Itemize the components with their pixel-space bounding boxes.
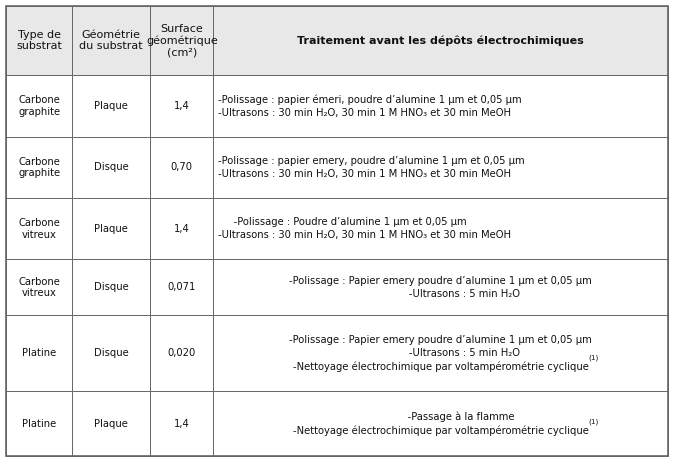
- Text: 0,071: 0,071: [168, 282, 196, 292]
- Text: -Ultrasons : 5 min H₂O: -Ultrasons : 5 min H₂O: [362, 289, 520, 299]
- Text: Disque: Disque: [94, 348, 129, 358]
- Bar: [150, 137, 213, 198]
- Text: Carbone
graphite: Carbone graphite: [18, 95, 60, 117]
- Bar: [6, 75, 72, 137]
- Bar: [72, 315, 150, 391]
- Text: Géométrie
du substrat: Géométrie du substrat: [80, 30, 143, 51]
- Bar: [213, 391, 668, 456]
- Text: -Ultrasons : 5 min H₂O: -Ultrasons : 5 min H₂O: [362, 348, 520, 358]
- Text: Carbone
graphite: Carbone graphite: [18, 157, 60, 178]
- Text: 0,020: 0,020: [168, 348, 196, 358]
- Bar: [213, 75, 668, 137]
- Text: -Nettoyage électrochimique par voltampérométrie cyclique: -Nettoyage électrochimique par voltampér…: [293, 361, 588, 372]
- Text: Disque: Disque: [94, 162, 129, 172]
- Text: 1,4: 1,4: [174, 101, 189, 111]
- Text: Disque: Disque: [94, 282, 129, 292]
- Bar: [72, 260, 150, 315]
- Bar: [150, 391, 213, 456]
- Text: -Polissage : Papier emery poudre d’alumine 1 μm et 0,05 μm: -Polissage : Papier emery poudre d’alumi…: [289, 335, 592, 345]
- Bar: [72, 391, 150, 456]
- Text: Type de
substrat: Type de substrat: [16, 30, 62, 51]
- Text: -Ultrasons : 30 min H₂O, 30 min 1 M HNO₃ et 30 min MeOH: -Ultrasons : 30 min H₂O, 30 min 1 M HNO₃…: [218, 169, 511, 179]
- Text: 0,70: 0,70: [171, 162, 193, 172]
- Text: -Ultrasons : 30 min H₂O, 30 min 1 M HNO₃ et 30 min MeOH: -Ultrasons : 30 min H₂O, 30 min 1 M HNO₃…: [218, 231, 511, 240]
- Text: -Polissage : Papier emery poudre d’alumine 1 μm et 0,05 μm: -Polissage : Papier emery poudre d’alumi…: [289, 276, 592, 286]
- Text: Surface
géométrique
(cm²): Surface géométrique (cm²): [146, 24, 218, 57]
- Bar: [6, 260, 72, 315]
- Bar: [150, 198, 213, 260]
- Text: Platine: Platine: [22, 419, 56, 429]
- Bar: [6, 198, 72, 260]
- Bar: [150, 6, 213, 75]
- Bar: [213, 137, 668, 198]
- Text: Plaque: Plaque: [94, 419, 128, 429]
- Bar: [6, 137, 72, 198]
- Text: Carbone
vitreux: Carbone vitreux: [18, 277, 60, 298]
- Bar: [150, 260, 213, 315]
- Bar: [213, 6, 668, 75]
- Bar: [6, 6, 72, 75]
- Text: (1): (1): [588, 419, 599, 425]
- Bar: [6, 315, 72, 391]
- Text: -Polissage : papier emery, poudre d’alumine 1 μm et 0,05 μm: -Polissage : papier emery, poudre d’alum…: [218, 156, 525, 166]
- Bar: [72, 6, 150, 75]
- Text: 1,4: 1,4: [174, 419, 189, 429]
- Text: Traitement avant les dépôts électrochimiques: Traitement avant les dépôts électrochimi…: [297, 36, 584, 46]
- Bar: [72, 75, 150, 137]
- Text: Plaque: Plaque: [94, 101, 128, 111]
- Text: -Ultrasons : 30 min H₂O, 30 min 1 M HNO₃ et 30 min MeOH: -Ultrasons : 30 min H₂O, 30 min 1 M HNO₃…: [218, 108, 511, 118]
- Text: Platine: Platine: [22, 348, 56, 358]
- Bar: [150, 75, 213, 137]
- Bar: [213, 198, 668, 260]
- Text: -Polissage : Poudre d’alumine 1 μm et 0,05 μm: -Polissage : Poudre d’alumine 1 μm et 0,…: [218, 217, 467, 227]
- Text: (1): (1): [588, 355, 599, 361]
- Bar: [213, 260, 668, 315]
- Text: Plaque: Plaque: [94, 224, 128, 234]
- Text: -Passage à la flamme: -Passage à la flamme: [367, 412, 514, 422]
- Bar: [6, 391, 72, 456]
- Text: 1,4: 1,4: [174, 224, 189, 234]
- Bar: [72, 137, 150, 198]
- Text: -Polissage : papier émeri, poudre d’alumine 1 μm et 0,05 μm: -Polissage : papier émeri, poudre d’alum…: [218, 94, 522, 104]
- Bar: [213, 315, 668, 391]
- Bar: [72, 198, 150, 260]
- Bar: [150, 315, 213, 391]
- Text: Carbone
vitreux: Carbone vitreux: [18, 218, 60, 240]
- Text: -Nettoyage électrochimique par voltampérométrie cyclique: -Nettoyage électrochimique par voltampér…: [293, 425, 588, 436]
